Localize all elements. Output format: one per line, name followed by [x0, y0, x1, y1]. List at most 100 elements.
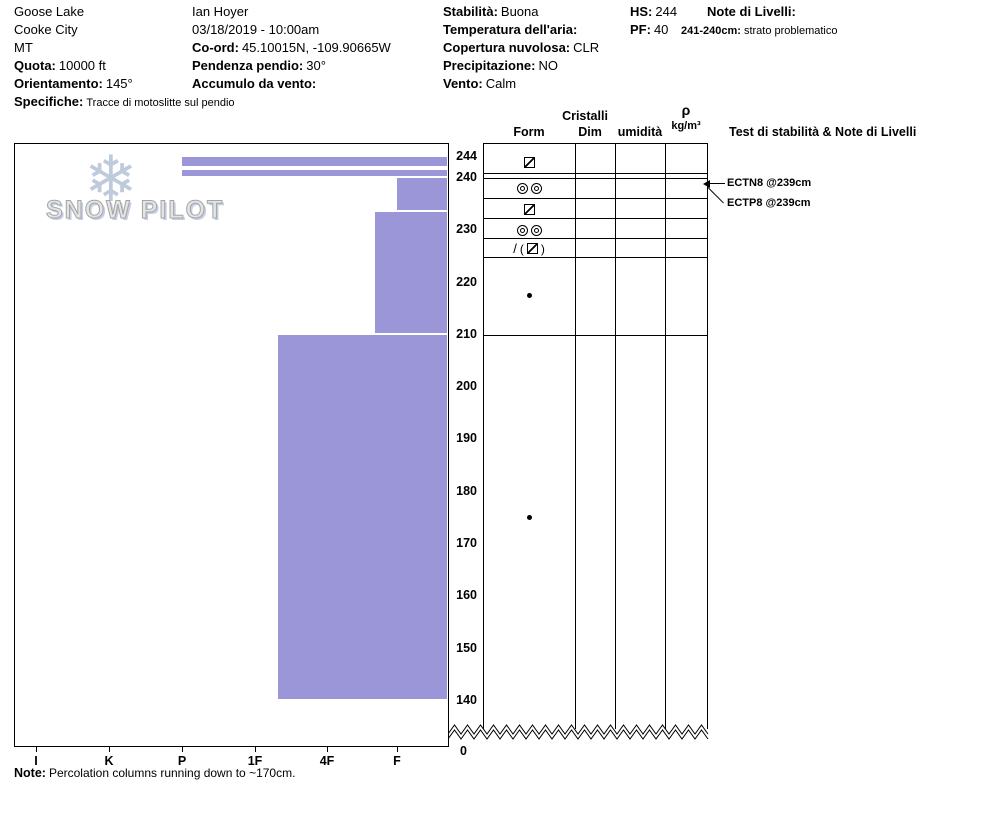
hardness-label: K	[104, 754, 114, 768]
site-name: Goose Lake	[14, 4, 85, 19]
humidity-header: umidità	[617, 125, 663, 139]
hardness-label: 1F	[247, 754, 263, 768]
coordinates-row: Co-ord: 45.10015N, -109.90665W	[192, 41, 391, 55]
grain-form-row	[483, 511, 575, 525]
pf-value: 40	[653, 22, 669, 37]
wind-row: Vento: Calm	[443, 77, 516, 91]
form-header: Form	[513, 125, 545, 139]
columns-top-border	[483, 143, 708, 144]
depth-label: 180	[456, 483, 477, 498]
stability-row: Stabilità: Buona	[443, 5, 539, 19]
double-circle-icon	[516, 182, 528, 194]
observation-datetime: 03/18/2019 - 10:00am	[192, 22, 320, 37]
stability-test-label: ECTN8 @239cm	[727, 177, 812, 190]
depth-label: 210	[456, 326, 477, 341]
depth-break-zigzag	[448, 724, 709, 740]
sky-cover-value: CLR	[573, 40, 600, 55]
air-temp-row: Temperatura dell'aria:	[443, 23, 580, 37]
slash-icon: /	[513, 240, 517, 256]
density-unit-header: kg/m³	[671, 120, 701, 132]
dot-icon	[526, 293, 532, 299]
hardness-label: P	[177, 754, 187, 768]
aspect-row: Orientamento: 145°	[14, 77, 133, 91]
square-slash-icon	[523, 156, 535, 168]
layer-boundary-line	[483, 257, 707, 259]
wind-loading-label: Accumulo da vento:	[192, 76, 317, 91]
precipitation-row: Precipitazione: NO	[443, 59, 558, 73]
site-state: MT	[14, 40, 33, 55]
hardness-tick	[327, 747, 328, 752]
air-temp-label: Temperatura dell'aria:	[443, 22, 578, 37]
footer-note-row: Note: Percolation columns running down to…	[14, 766, 295, 780]
layer-note-row: 241-240cm: strato problematico	[681, 24, 837, 38]
layer-boundary-line	[483, 237, 707, 239]
footer-note-text: Percolation columns running down to ~170…	[48, 766, 296, 780]
wind-value: Calm	[485, 76, 517, 91]
coordinates-value: 45.10015N, -109.90665W	[241, 40, 391, 55]
hardness-label: 4F	[319, 754, 335, 768]
hardness-tick	[397, 747, 398, 752]
cristalli-header: Cristalli	[562, 109, 608, 123]
column-divider	[615, 143, 616, 729]
precipitation-value: NO	[538, 58, 558, 73]
depth-label: 244	[456, 149, 477, 163]
sky-cover-row: Copertura nuvolosa: CLR	[443, 41, 599, 55]
depth-label: 160	[456, 588, 477, 603]
grain-form-row	[483, 181, 575, 195]
slope-angle-value: 30°	[306, 58, 326, 73]
double-circle-icon	[530, 224, 542, 236]
layer-note-text: strato problematico	[743, 25, 838, 37]
hardness-tick	[255, 747, 256, 752]
slope-angle-row: Pendenza pendio: 30°	[192, 59, 326, 73]
dot-icon	[526, 515, 532, 521]
sky-cover-label: Copertura nuvolosa:	[443, 40, 571, 55]
tests-header: Test di stabilità & Note di Livelli	[729, 125, 917, 139]
layer-boundary-line	[483, 217, 707, 219]
site-notes-label: Specifiche:	[14, 94, 84, 109]
snow-layer-bar	[375, 211, 447, 334]
density-symbol-header: ρ	[681, 102, 691, 118]
depth-label-zero: 0	[460, 744, 467, 758]
dim-header: Dim	[578, 125, 602, 139]
snow-layer-bar	[182, 170, 447, 177]
coordinates-label: Co-ord:	[192, 40, 239, 55]
pf-row: PF: 40	[630, 23, 668, 37]
stability-label: Stabilità:	[443, 4, 498, 19]
column-divider	[483, 143, 484, 729]
depth-label: 230	[456, 222, 477, 237]
wind-label: Vento:	[443, 76, 483, 91]
depth-label: 220	[456, 274, 477, 289]
pf-label: PF:	[630, 22, 651, 37]
layer-notes-header: Note di Livelli:	[707, 4, 796, 19]
depth-label: 240	[456, 169, 477, 184]
test-arrow-line	[710, 183, 725, 185]
open-paren: (	[519, 241, 524, 256]
snow-layer-bar	[397, 177, 447, 211]
aspect-value: 145°	[105, 76, 133, 91]
precipitation-label: Precipitazione:	[443, 58, 536, 73]
aspect-label: Orientamento:	[14, 76, 103, 91]
depth-label: 140	[456, 693, 477, 707]
site-notes-value: Tracce di motoslitte sul pendio	[86, 97, 235, 109]
profile-plot-area	[14, 143, 449, 747]
layer-boundary-line	[483, 334, 707, 336]
logo-text: SNOW PILOT	[45, 196, 225, 225]
column-divider	[707, 143, 708, 729]
snowflake-icon: ❄	[84, 143, 138, 217]
depth-label: 200	[456, 379, 477, 394]
hardness-tick	[182, 747, 183, 752]
grain-form-row	[483, 202, 575, 216]
wind-loading-row: Accumulo da vento:	[192, 77, 319, 91]
stability-test-label: ECTP8 @239cm	[727, 197, 811, 210]
double-circle-icon	[530, 182, 542, 194]
depth-label: 150	[456, 640, 477, 655]
test-connector-line	[707, 187, 724, 204]
grain-form-row	[483, 289, 575, 303]
double-circle-icon	[516, 224, 528, 236]
elevation-value: 10000 ft	[58, 58, 106, 73]
hs-row: HS: 244	[630, 5, 677, 19]
hardness-label: I	[34, 754, 38, 768]
column-divider	[665, 143, 666, 729]
layer-boundary-line	[483, 177, 707, 179]
